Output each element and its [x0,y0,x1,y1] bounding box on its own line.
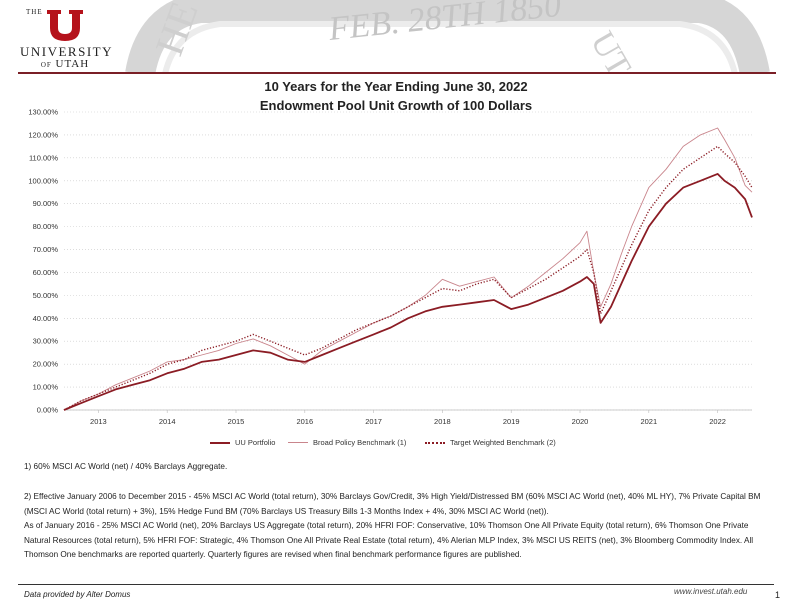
logo-university: UNIVERSITY [20,44,113,59]
svg-text:FEB. 28TH 1850: FEB. 28TH 1850 [326,0,563,48]
legend-swatch-target [425,441,445,444]
y-tick-label: 10.00% [33,383,59,392]
y-tick-label: 130.00% [28,108,58,117]
chart-legend: UU Portfolio Broad Policy Benchmark (1) … [0,438,792,452]
university-seal-watermark: FEB. 28TH 1850 HE UTA [125,0,770,75]
legend-item-target-weighted: Target Weighted Benchmark (2) [425,438,556,447]
legend-swatch-uu [210,441,230,444]
header-divider [18,72,776,74]
series-line-broad-policy-benchmark-1 [63,127,753,411]
x-tick-label: 2014 [159,417,176,426]
x-tick-label: 2015 [228,417,245,426]
x-tick-label: 2018 [434,417,451,426]
x-tick-label: 2022 [709,417,726,426]
x-tick-label: 2013 [90,417,107,426]
endowment-growth-chart: 0.00% 10.00% 20.00% 30.00% 40.00% 50.00% 60.00… [28,108,753,426]
y-tick-label: 100.00% [28,176,58,185]
x-tick-label: 2017 [365,417,382,426]
y-tick-label: 40.00% [33,314,59,323]
y-tick-label: 20.00% [33,360,59,369]
y-tick-label: 110.00% [29,153,58,162]
footnote-1: 1) 60% MSCI AC World (net) / 40% Barclay… [24,462,228,471]
footnote-2-continued: As of January 2016 - 25% MSCI AC World (… [24,521,754,559]
y-tick-label: 50.00% [33,291,59,300]
x-tick-label: 2021 [640,417,657,426]
data-source: Data provided by Alter Domus [24,590,131,599]
svg-text:UTA: UTA [583,26,649,75]
chart-subtitle: Endowment Pool Unit Growth of 100 Dollar… [259,98,533,113]
page-number: 1 [775,590,781,600]
footnote-2: 2) Effective January 2006 to December 20… [24,492,761,516]
y-tick-label: 90.00% [33,199,59,208]
chart-title: 10 Years for the Year Ending June 30, 20… [264,79,528,94]
x-tick-label: 2016 [296,417,313,426]
header: FEB. 28TH 1850 HE UTA THE UNIVERSITY OF … [0,0,792,74]
series-line-uu-portfolio [63,173,753,411]
legend-swatch-broad [288,442,308,443]
block-u-icon [47,10,83,41]
x-tick-label: 2020 [572,417,589,426]
y-tick-label: 30.00% [33,337,59,346]
legend-item-broad-policy: Broad Policy Benchmark (1) [288,438,406,447]
y-tick-label: 80.00% [33,222,59,231]
footer-divider [18,584,774,585]
legend-item-uu-portfolio: UU Portfolio [210,438,275,447]
website-link[interactable]: www.invest.utah.edu [674,587,748,596]
y-tick-label: 60.00% [33,268,59,277]
x-tick-label: 2019 [503,417,520,426]
logo-the: THE [26,8,43,16]
y-tick-label: 0.00% [37,406,59,415]
y-tick-label: 120.00% [28,130,58,139]
series-line-target-weighted-benchmark-2 [63,145,753,411]
logo-of-utah: OF UTAH [40,58,90,70]
y-tick-label: 70.00% [33,245,59,254]
